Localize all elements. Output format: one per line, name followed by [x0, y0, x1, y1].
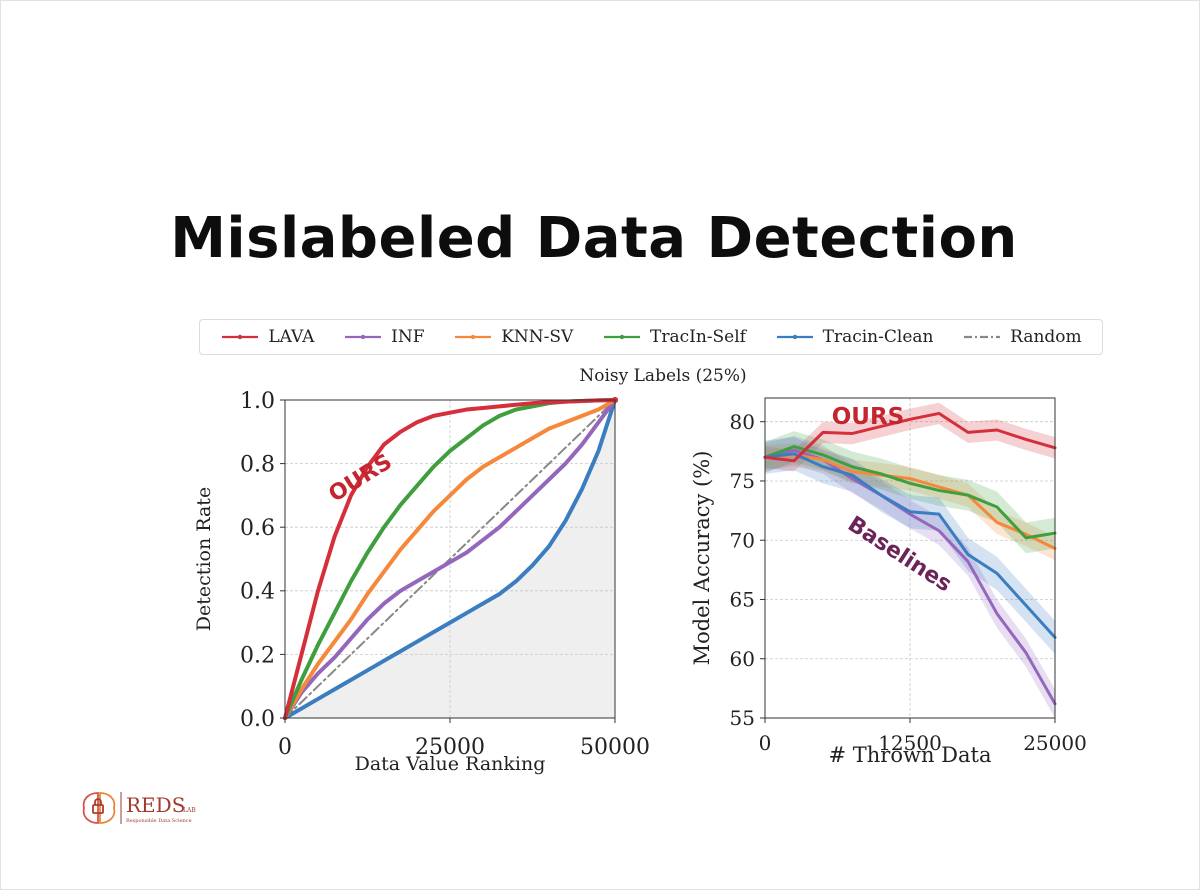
y-tick-label: 0.8	[240, 453, 275, 478]
x-tick-label: 0	[278, 735, 292, 760]
legend-swatch	[776, 334, 813, 340]
legend-label: Tracin-Clean	[822, 327, 934, 347]
x-tick-label: 50000	[580, 735, 650, 760]
legend-swatch	[345, 334, 382, 340]
legend-swatch	[603, 334, 640, 340]
legend-label: TracIn-Self	[649, 327, 746, 347]
slide-title: Mislabeled Data Detection	[170, 206, 1018, 271]
annotation-ours-left: OURS	[325, 450, 397, 508]
series-line-lava	[283, 398, 617, 720]
y-axis-label: Detection Rate	[193, 487, 215, 631]
legend-label: KNN-SV	[501, 327, 574, 347]
y-tick-label: 1.0	[240, 389, 275, 414]
legend-item-random: Random	[962, 327, 1082, 347]
series-line-random	[284, 399, 616, 719]
brain-icon	[82, 792, 116, 824]
y-tick-label: 0.0	[240, 707, 275, 732]
logo-text: REDS	[126, 793, 185, 817]
x-axis-label: Data Value Ranking	[355, 753, 546, 775]
legend-label: LAVA	[268, 327, 315, 347]
legend-item-tracin-self: TracIn-Self	[602, 327, 746, 347]
shaded-area	[285, 400, 615, 718]
series-line-tracin-clean	[283, 398, 617, 720]
legend-swatch	[222, 334, 259, 340]
legend-item-knn-sv: KNN-SV	[453, 327, 573, 347]
legend-item-tracin-clean: Tracin-Clean	[775, 327, 934, 347]
y-tick-label: 0.4	[240, 580, 275, 605]
chart-legend: LAVA INF KNN-SV TracIn-Self Tracin-Clean Rand…	[199, 319, 1103, 355]
legend-item-inf: INF	[343, 327, 425, 347]
chart-subtitle: Noisy Labels (25%)	[579, 366, 747, 386]
legend-swatch	[455, 334, 492, 340]
legend-label: Random	[1010, 327, 1082, 347]
legend-item-lava: LAVA	[220, 327, 314, 347]
series-line-knn-sv	[283, 398, 617, 720]
legend-label: INF	[391, 327, 425, 347]
logo-subtext: Responsible Data Science	[126, 818, 192, 824]
reds-lab-logo: REDS LAB Responsible Data Science	[82, 792, 196, 824]
logo-sup: LAB	[183, 807, 196, 814]
x-tick-label: 25000	[415, 735, 485, 760]
legend-swatch	[964, 335, 1001, 339]
y-tick-label: 0.2	[240, 643, 275, 668]
series-line-inf	[283, 398, 617, 720]
y-tick-label: 0.6	[240, 516, 275, 541]
left-plot: 0 25000 50000 0.0 0.2 0.4 0.6 0.8 1.0 Data Value …	[193, 389, 650, 775]
